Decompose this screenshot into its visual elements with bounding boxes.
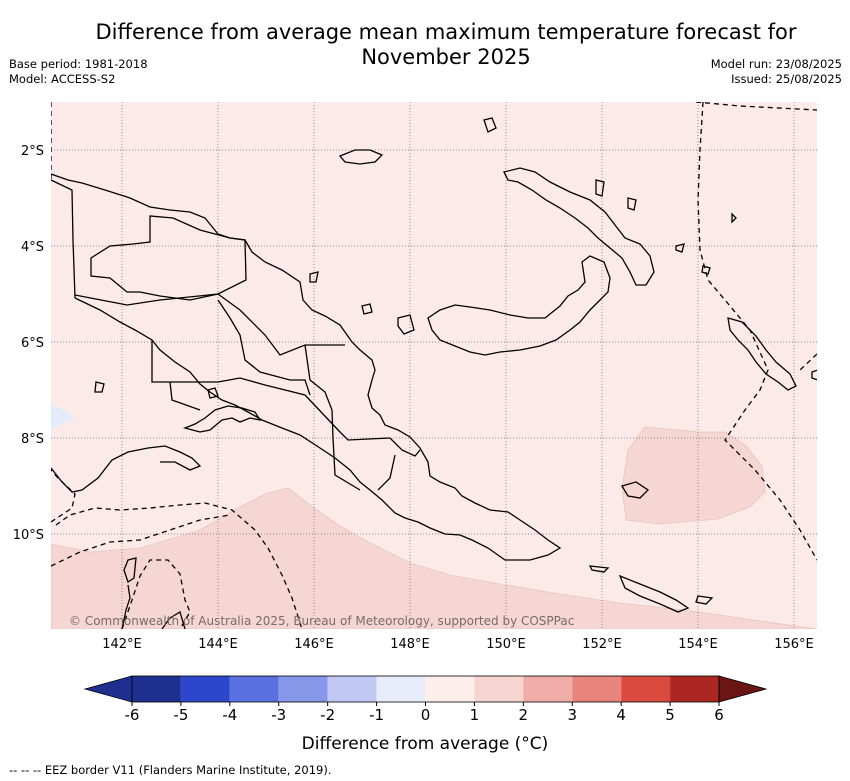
colorbar-tick-label: -2	[320, 706, 335, 724]
latitude-label: 2°S	[21, 144, 44, 159]
colorbar-segment	[278, 676, 328, 702]
colorbar-tick-label: 3	[567, 706, 577, 724]
longitude-label: 148°E	[390, 637, 430, 652]
colorbar-tick-label: -5	[173, 706, 188, 724]
colorbar-tick-label: 2	[519, 706, 529, 724]
chart-title: Difference from average mean maximum tem…	[0, 20, 850, 70]
colorbar-tick-label: 0	[421, 706, 431, 724]
latitude-labels: 2°S 4°S 6°S 8°S 10°S	[13, 144, 44, 543]
copyright-text: © Commonwealth of Australia 2025, Bureau…	[69, 614, 574, 628]
latitude-label: 4°S	[21, 240, 44, 255]
colorbar-segment	[229, 676, 279, 702]
issued-date: Issued: 25/08/2025	[731, 72, 842, 86]
longitude-labels: 142°E 144°E 146°E 148°E 150°E 152°E 154°E 156°E	[102, 637, 814, 652]
latitude-label: 8°S	[21, 432, 44, 447]
colorbar-segment	[132, 676, 181, 702]
colorbar-segment	[474, 676, 524, 702]
colorbar-tick-label: -6	[125, 706, 140, 724]
longitude-label: 144°E	[198, 637, 238, 652]
colorbar-tick-label: -1	[369, 706, 384, 724]
longitude-label: 142°E	[102, 637, 142, 652]
title-line-2: November 2025	[361, 45, 531, 69]
colorbar-segment	[523, 676, 573, 702]
latitude-label: 10°S	[13, 528, 44, 543]
colorbar-tick-label: -3	[271, 706, 286, 724]
model-run: Model run: 23/08/2025	[710, 57, 842, 71]
colorbar-tick-label: 1	[470, 706, 480, 724]
coastline	[51, 117, 817, 629]
colorbar-extend-high	[718, 675, 768, 703]
longitude-label: 152°E	[582, 637, 622, 652]
colorbar-tick-label: 5	[665, 706, 675, 724]
region-minus1-to-0	[51, 404, 74, 430]
longitude-label: 156°E	[774, 637, 814, 652]
title-line-1: Difference from average mean maximum tem…	[95, 20, 797, 44]
colorbar-extend-low	[83, 675, 133, 703]
colorbar-tick-label: 6	[714, 706, 724, 724]
colorbar-segment	[327, 676, 377, 702]
region-1-to-2-solomon-sea	[621, 426, 766, 525]
eez-footnote: -- -- -- EEZ border V11 (Flanders Marine…	[9, 763, 332, 777]
colorbar-segment	[376, 676, 426, 702]
eez-border	[51, 102, 817, 629]
region-1-to-2-southwest	[51, 487, 817, 629]
colorbar-tick-label: -4	[222, 706, 237, 724]
longitude-label: 146°E	[294, 637, 334, 652]
graticule	[51, 102, 817, 629]
colorbar: -6 -5 -4 -3 -2 -1 0 1 2 3 4 5 6	[83, 675, 768, 724]
colorbar-tick-label: 4	[616, 706, 626, 724]
colorbar-segment	[670, 676, 719, 702]
colorbar-segment	[572, 676, 622, 702]
colorbar-segment	[425, 676, 475, 702]
colorbar-segment	[180, 676, 230, 702]
model-name: Model: ACCESS-S2	[9, 72, 116, 86]
longitude-label: 154°E	[678, 637, 718, 652]
meta-left: Base period: 1981-2018 Model: ACCESS-S2	[9, 57, 148, 87]
base-period: Base period: 1981-2018	[9, 57, 148, 71]
latitude-label: 6°S	[21, 336, 44, 351]
meta-right: Model run: 23/08/2025 Issued: 25/08/2025	[711, 57, 842, 87]
colorbar-title: Difference from average (°C)	[302, 734, 549, 754]
longitude-label: 150°E	[486, 637, 526, 652]
colorbar-segment	[621, 676, 671, 702]
